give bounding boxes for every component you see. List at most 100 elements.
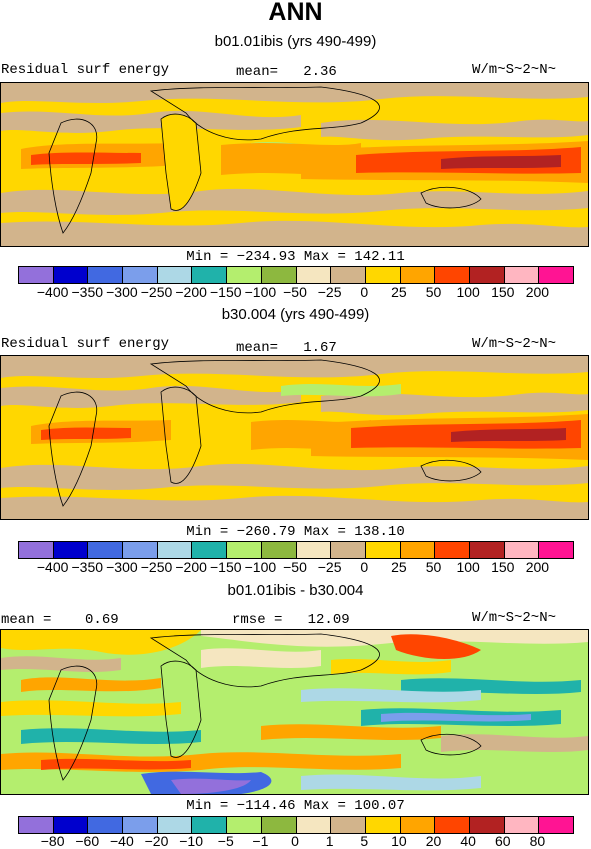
colorbar-tick-label: 10 [391, 833, 407, 849]
colorbar-tick-label: 60 [494, 833, 511, 849]
panel-2-field-label: Residual surf energy [1, 336, 170, 352]
colorbar-tick-label: 50 [425, 284, 442, 300]
colorbar-tick-label: −200 [175, 559, 207, 575]
colorbar-tick-label: 40 [460, 833, 476, 849]
colorbar-swatch [19, 817, 54, 833]
colorbar-swatch [504, 542, 540, 558]
panel-3-subtitle: b01.01ibis - b30.004 [227, 582, 364, 599]
colorbar-tick-label: 150 [491, 559, 515, 575]
colorbar-tick-label: 1 [325, 833, 334, 849]
page-title: ANN [268, 0, 323, 26]
colorbar-tick-label: 200 [525, 559, 550, 575]
colorbar-swatch [296, 267, 332, 283]
colorbar-tick-label: 100 [456, 559, 480, 575]
panel-1-subtitle: b01.01ibis (yrs 490-499) [214, 33, 377, 50]
panel-3-rmse-label: rmse = 12.09 [232, 612, 350, 628]
colorbar-tick-label: −400 [36, 559, 69, 575]
colorbar-swatch [88, 267, 124, 283]
colorbar-swatch [469, 817, 505, 833]
colorbar-tick-label: 5 [360, 833, 369, 849]
colorbar-tick-label: −400 [36, 284, 69, 300]
colorbar-swatch [192, 267, 228, 283]
colorbar-swatch [469, 267, 505, 283]
colorbar-tick-label: 0 [360, 559, 369, 575]
panel-1-colorbar-ticks: −400 −350 −300 −250 −200 −150 −100 −50 −25 0 25 50 1… [18, 284, 572, 302]
panel-2-colorbar [18, 541, 574, 559]
panel-3-map-svg [1, 630, 588, 794]
colorbar-swatch [365, 542, 401, 558]
colorbar-tick-label: −10 [179, 833, 203, 849]
colorbar-swatch [331, 817, 366, 833]
colorbar-swatch [227, 817, 262, 833]
colorbar-tick-label: −300 [106, 559, 138, 575]
colorbar-tick-label: −100 [244, 284, 277, 300]
panel-3-minmax: Min = −114.46 Max = 100.07 [186, 798, 405, 814]
panel-2-map-svg [1, 356, 588, 519]
colorbar-tick-label: −5 [217, 833, 234, 849]
colorbar-tick-label: −25 [317, 284, 342, 300]
colorbar-swatch [539, 267, 573, 283]
colorbar-tick-label: −350 [71, 284, 104, 300]
panel-2-minmax: Min = −260.79 Max = 138.10 [186, 524, 405, 540]
panel-1-mean-label: mean= 2.36 [236, 64, 337, 80]
colorbar-swatch [53, 817, 89, 833]
panel-3-units-label: W/m~S~2~N~ [472, 610, 557, 626]
panel-3-mean-label: mean = 0.69 [1, 612, 119, 628]
panel-1-units-label: W/m~S~2~N~ [472, 62, 557, 78]
colorbar-tick-label: 25 [391, 284, 407, 300]
colorbar-tick-label: −50 [283, 559, 307, 575]
colorbar-swatch [539, 817, 573, 833]
panel-1-minmax: Min = −234.93 Max = 142.11 [186, 249, 405, 265]
colorbar-swatch [539, 542, 573, 558]
colorbar-swatch [123, 542, 158, 558]
colorbar-tick-label: 20 [425, 833, 442, 849]
colorbar-swatch [261, 267, 297, 283]
colorbar-swatch [296, 817, 332, 833]
colorbar-swatch [435, 267, 470, 283]
colorbar-tick-label: 200 [525, 284, 550, 300]
colorbar-swatch [157, 817, 193, 833]
colorbar-tick-label: −1 [252, 833, 269, 849]
colorbar-swatch [400, 542, 436, 558]
colorbar-tick-label: −20 [144, 833, 169, 849]
colorbar-tick-label: −300 [106, 284, 138, 300]
colorbar-swatch [261, 542, 297, 558]
colorbar-tick-label: −80 [40, 833, 65, 849]
colorbar-tick-label: −150 [209, 559, 242, 575]
colorbar-swatch [19, 267, 54, 283]
colorbar-tick-label: 80 [529, 833, 546, 849]
colorbar-tick-label: −350 [71, 559, 104, 575]
colorbar-swatch [331, 542, 366, 558]
colorbar-tick-label: −200 [175, 284, 207, 300]
colorbar-swatch [53, 542, 89, 558]
panel-2-mean-label: mean= 1.67 [236, 340, 337, 356]
colorbar-swatch [192, 542, 228, 558]
colorbar-swatch [261, 817, 297, 833]
colorbar-swatch [192, 817, 228, 833]
panel-2-map [0, 355, 589, 520]
panel-2-subtitle: b30.004 (yrs 490-499) [221, 306, 370, 323]
colorbar-tick-label: −25 [317, 559, 342, 575]
colorbar-tick-label: 0 [291, 833, 299, 849]
colorbar-swatch [365, 817, 401, 833]
panel-3-map [0, 629, 589, 795]
colorbar-swatch [53, 267, 89, 283]
colorbar-swatch [400, 267, 436, 283]
colorbar-swatch [296, 542, 332, 558]
colorbar-swatch [123, 267, 158, 283]
panel-3-colorbar [18, 816, 574, 834]
colorbar-tick-label: −60 [75, 833, 100, 849]
colorbar-swatch [469, 542, 505, 558]
panel-1-colorbar [18, 266, 574, 284]
colorbar-swatch [435, 542, 470, 558]
colorbar-tick-label: −100 [244, 559, 277, 575]
colorbar-swatch [504, 817, 540, 833]
colorbar-tick-label: 150 [491, 284, 515, 300]
colorbar-swatch [157, 542, 193, 558]
colorbar-swatch [227, 267, 262, 283]
colorbar-tick-label: 0 [360, 284, 369, 300]
colorbar-swatch [19, 542, 54, 558]
colorbar-tick-label: 100 [456, 284, 480, 300]
colorbar-swatch [504, 267, 540, 283]
panel-3-colorbar-ticks: −80 −60 −40 −20 −10 −5 −1 0 1 5 10 20 40 60 80 [18, 833, 572, 849]
